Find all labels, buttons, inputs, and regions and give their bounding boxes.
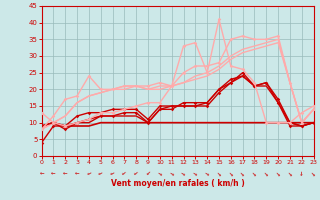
Text: ←: ← [156,170,163,176]
Text: ←: ← [121,170,128,176]
Text: ←: ← [180,170,187,176]
Text: ←: ← [51,170,56,176]
Text: ←: ← [239,170,246,176]
Text: Vent moyen/en rafales ( km/h ): Vent moyen/en rafales ( km/h ) [111,180,244,188]
Text: ←: ← [204,170,211,176]
Text: ←: ← [75,170,79,176]
Text: ←: ← [251,170,258,176]
Text: ←: ← [192,170,199,176]
Text: ←: ← [63,170,68,176]
Text: ←: ← [310,170,317,176]
Text: ←: ← [275,170,282,176]
Text: ←: ← [133,170,140,176]
Text: ←: ← [109,170,116,176]
Text: ←: ← [286,170,293,176]
Text: ←: ← [263,170,270,176]
Text: ←: ← [145,170,151,176]
Text: ←: ← [216,170,222,176]
Text: ←: ← [228,170,234,176]
Text: ←: ← [299,171,304,175]
Text: ←: ← [86,170,92,176]
Text: ←: ← [39,170,44,176]
Text: ←: ← [168,170,175,176]
Text: ←: ← [98,170,104,176]
